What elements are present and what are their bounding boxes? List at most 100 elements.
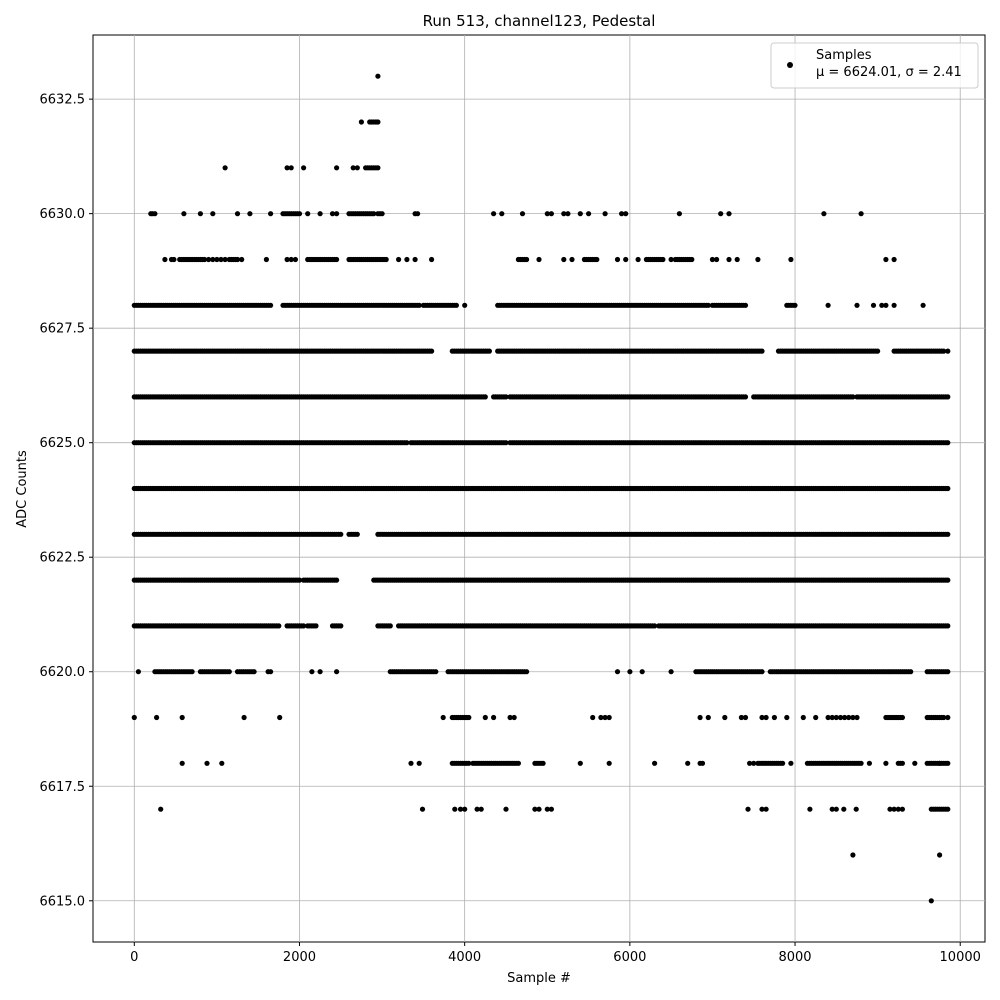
legend-box [770, 42, 979, 89]
sample-point [891, 806, 897, 812]
sample-point [462, 302, 468, 308]
x-tick-label: 2000 [283, 950, 316, 965]
y-tick-label: 6627.5 [40, 322, 86, 337]
sample-point [685, 760, 691, 766]
sample-point [883, 256, 889, 263]
sample-point [569, 256, 575, 263]
sample-point [408, 760, 414, 766]
sample-point [515, 760, 522, 766]
x-axis-label: Sample # [507, 971, 571, 986]
x-tick-label: 8000 [778, 950, 811, 965]
sample-point [807, 806, 813, 812]
sample-point [726, 256, 732, 263]
sample-point [742, 714, 749, 721]
sample-point [338, 531, 344, 537]
sample-point [276, 623, 282, 629]
sample-point [853, 806, 859, 812]
sample-point [899, 714, 906, 721]
sample-point [800, 714, 806, 721]
sample-point [689, 256, 695, 263]
sample-point [486, 348, 492, 354]
sample-point [858, 760, 864, 766]
sample-point [524, 256, 530, 263]
sample-point [462, 806, 468, 812]
legend-marker [787, 62, 793, 68]
sample-point [875, 348, 881, 354]
sample-point [404, 440, 410, 446]
sample-point [222, 165, 228, 171]
sample-point [452, 806, 458, 812]
sample-point [833, 806, 839, 812]
sample-point [412, 256, 418, 263]
sample-point [590, 714, 596, 721]
sample-point [288, 165, 294, 171]
sample-point [908, 669, 914, 675]
sample-point [784, 714, 790, 721]
sample-point [652, 760, 658, 766]
y-tick-label: 6615.0 [40, 894, 86, 909]
sample-point [627, 669, 633, 675]
sample-point [895, 806, 901, 812]
sample-point [375, 119, 381, 125]
sample-point [387, 623, 393, 629]
sample-point [354, 165, 360, 171]
sample-point [945, 669, 951, 675]
sample-point [507, 714, 513, 721]
sample-point [210, 256, 216, 263]
sample-point [263, 256, 269, 263]
sample-point [945, 485, 951, 492]
sample-point [660, 256, 666, 263]
sample-point [586, 211, 592, 217]
sample-point [833, 714, 839, 721]
sample-point [277, 714, 283, 721]
sample-point [268, 669, 274, 675]
sample-point [499, 211, 505, 217]
sample-point [171, 256, 177, 263]
sample-point [866, 760, 873, 766]
sample-point [334, 669, 340, 675]
sample-point [429, 256, 435, 263]
sample-point [577, 760, 583, 766]
sample-point [668, 669, 674, 675]
sample-point [623, 211, 629, 217]
sample-point [623, 256, 629, 263]
sample-point [602, 211, 608, 217]
sample-point [945, 806, 951, 812]
sample-point [358, 119, 364, 125]
y-tick-label: 6620.0 [40, 665, 86, 680]
legend-entry-samples: Samples [816, 48, 872, 63]
sample-point [598, 714, 604, 721]
sample-point [928, 898, 934, 904]
sample-point [214, 256, 220, 263]
sample-point [453, 302, 459, 308]
sample-point [544, 211, 550, 217]
sample-point [561, 256, 567, 263]
sample-point [296, 577, 303, 583]
sample-point [879, 302, 885, 308]
sample-point [668, 256, 674, 263]
sample-point [705, 714, 711, 721]
sample-point [158, 806, 164, 812]
sample-point [189, 669, 195, 675]
sample-point [891, 256, 897, 263]
sample-point [210, 211, 216, 217]
sample-point [759, 806, 765, 812]
sample-point [883, 302, 889, 308]
sample-point [945, 531, 951, 537]
sample-point [920, 302, 926, 308]
sample-point [945, 577, 951, 583]
sample-point [226, 669, 232, 675]
sample-point [429, 348, 435, 354]
sample-point [548, 806, 555, 812]
sample-point [375, 165, 381, 171]
y-tick-label: 6617.5 [40, 780, 86, 795]
sample-point [734, 256, 740, 263]
sample-point [788, 760, 794, 766]
sample-point [742, 302, 749, 308]
sample-point [218, 256, 224, 263]
sample-point [945, 440, 951, 446]
sample-point [883, 760, 889, 766]
x-tick-label: 10000 [940, 950, 981, 965]
sample-point [745, 806, 751, 812]
sample-point [478, 806, 484, 812]
